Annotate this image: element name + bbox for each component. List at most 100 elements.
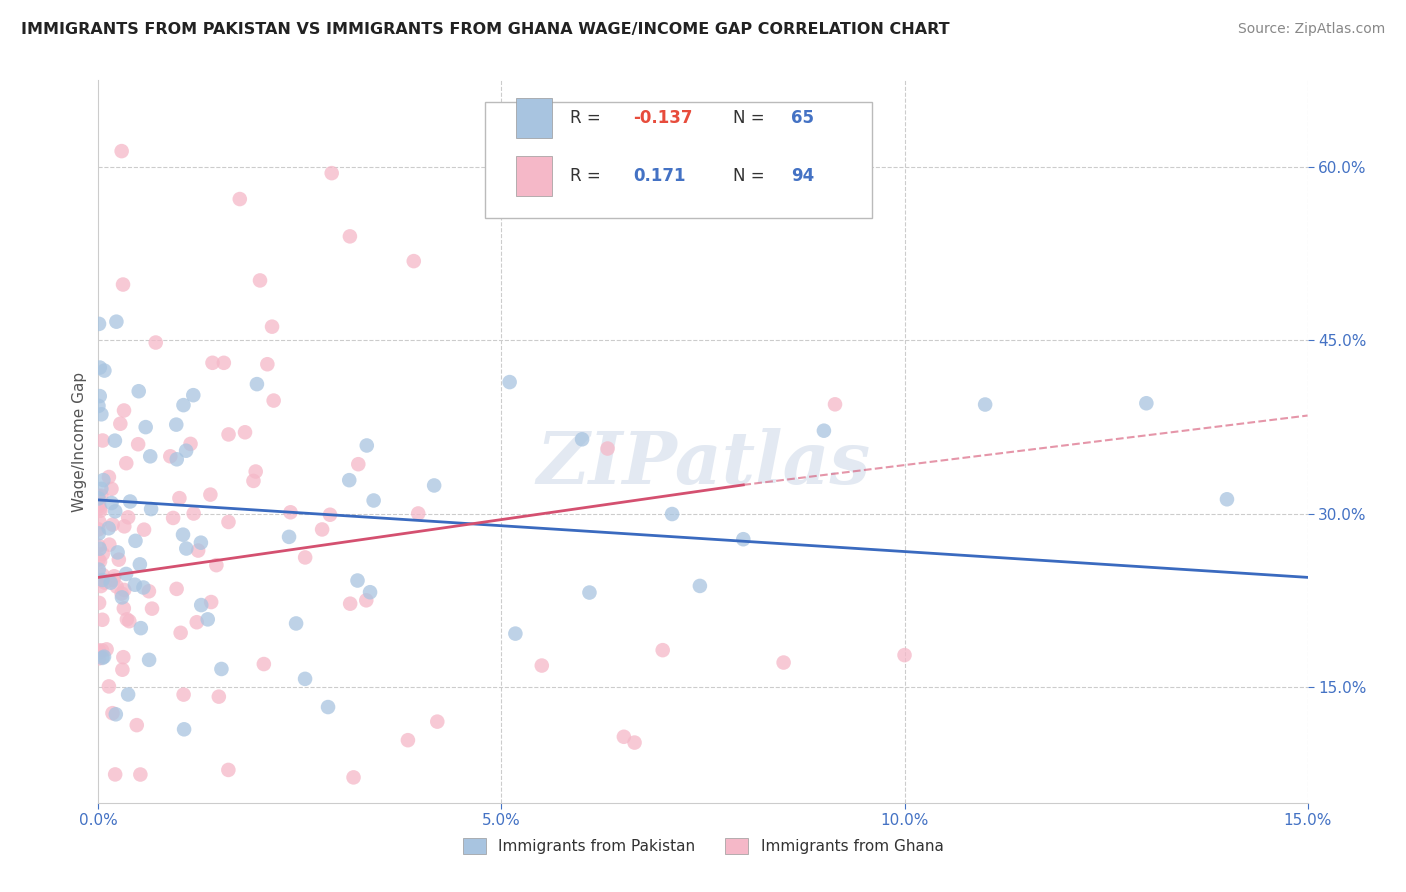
Point	[89, 541, 111, 556]
Point	[294, 550, 316, 565]
Point	[824, 397, 846, 411]
Text: 65: 65	[792, 109, 814, 128]
Text: Source: ZipAtlas.com: Source: ZipAtlas.com	[1237, 22, 1385, 37]
Point	[87, 317, 110, 331]
Point	[294, 672, 316, 686]
Point	[128, 558, 150, 572]
Bar	[516, 98, 551, 138]
Point	[249, 273, 271, 287]
Point	[129, 621, 152, 635]
Point	[173, 688, 195, 702]
Point	[103, 573, 125, 587]
Bar	[516, 156, 551, 196]
Point	[285, 616, 308, 631]
Point	[100, 482, 122, 496]
Point	[689, 579, 711, 593]
Point	[201, 356, 224, 370]
Point	[180, 437, 202, 451]
Text: -0.137: -0.137	[633, 109, 692, 128]
Point	[359, 585, 381, 599]
Point	[145, 335, 167, 350]
Point	[111, 144, 134, 158]
Point	[200, 595, 222, 609]
Point	[132, 581, 155, 595]
Point	[111, 663, 134, 677]
Point	[93, 649, 115, 664]
Point	[530, 658, 553, 673]
Point	[87, 651, 110, 665]
Point	[661, 507, 683, 521]
Point	[208, 690, 231, 704]
Point	[233, 425, 256, 440]
Text: 0.171: 0.171	[633, 167, 685, 185]
Point	[974, 398, 997, 412]
Point	[166, 452, 188, 467]
FancyBboxPatch shape	[485, 102, 872, 218]
Point	[242, 474, 264, 488]
Point	[87, 596, 110, 610]
Point	[218, 427, 240, 442]
Point	[104, 767, 127, 781]
Point	[97, 470, 120, 484]
Point	[406, 507, 429, 521]
Point	[90, 407, 112, 421]
Point	[89, 515, 111, 529]
Point	[347, 457, 370, 471]
Point	[174, 443, 197, 458]
Point	[356, 593, 378, 607]
Point	[127, 437, 149, 451]
Point	[280, 505, 302, 519]
Point	[339, 229, 361, 244]
Point	[176, 541, 198, 556]
Point	[89, 645, 111, 659]
Point	[813, 424, 835, 438]
Point	[256, 357, 278, 371]
Point	[97, 680, 120, 694]
Point	[111, 591, 134, 605]
Point	[183, 507, 205, 521]
Point	[321, 166, 343, 180]
Point	[87, 489, 110, 503]
Point	[596, 442, 619, 456]
Point	[98, 538, 121, 552]
Point	[141, 601, 163, 615]
Point	[118, 614, 141, 628]
Point	[1135, 396, 1157, 410]
Point	[112, 519, 135, 533]
Point	[1216, 492, 1239, 507]
Point	[505, 626, 527, 640]
Point	[260, 319, 283, 334]
Point	[623, 735, 645, 749]
Point	[319, 508, 342, 522]
Point	[112, 650, 135, 665]
Point	[91, 434, 114, 448]
Point	[159, 450, 181, 464]
Point	[651, 643, 673, 657]
Point	[571, 432, 593, 446]
Point	[337, 473, 360, 487]
Point	[129, 767, 152, 781]
Point	[89, 501, 111, 516]
Point	[87, 643, 110, 657]
Point	[112, 403, 135, 417]
Point	[105, 580, 128, 594]
Point	[104, 434, 127, 448]
Point	[124, 533, 146, 548]
Point	[112, 277, 135, 292]
Point	[107, 545, 129, 559]
Point	[578, 585, 600, 599]
Point	[613, 730, 636, 744]
Point	[498, 375, 520, 389]
Point	[229, 192, 252, 206]
Point	[893, 648, 915, 662]
Point	[139, 450, 162, 464]
Point	[166, 582, 188, 596]
Point	[278, 530, 301, 544]
Point	[197, 612, 219, 626]
Point	[426, 714, 449, 729]
Text: R =: R =	[569, 109, 606, 128]
Point	[205, 558, 228, 573]
Point	[89, 554, 111, 568]
Point	[105, 315, 128, 329]
Point	[100, 496, 122, 510]
